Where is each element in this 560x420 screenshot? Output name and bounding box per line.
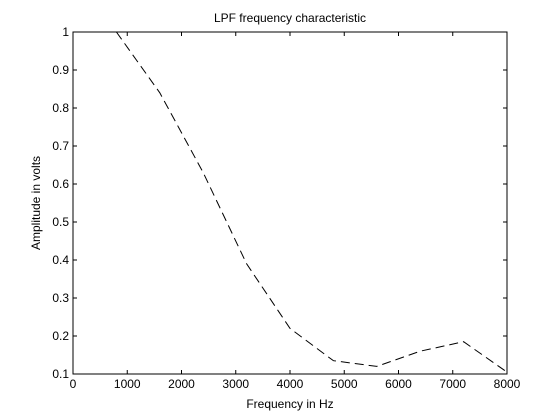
- x-tick-label: 8000: [494, 377, 521, 391]
- y-tick-label: 0.8: [52, 101, 69, 115]
- x-tick-label: 1000: [114, 377, 141, 391]
- x-tick-label: 3000: [222, 377, 249, 391]
- y-tick-label: 0.1: [52, 367, 69, 381]
- x-tick-label: 0: [70, 377, 77, 391]
- y-tick-label: 1: [62, 25, 69, 39]
- series-line: [115, 31, 508, 373]
- y-tick-label: 0.6: [52, 177, 69, 191]
- y-tick-label: 0.3: [52, 291, 69, 305]
- y-axis-label: Amplitude in volts: [29, 156, 43, 250]
- x-tick-label: 7000: [439, 377, 466, 391]
- x-tick-label: 5000: [331, 377, 358, 391]
- y-tick-label: 0.5: [52, 215, 69, 229]
- y-tick-label: 0.9: [52, 63, 69, 77]
- x-tick-label: 4000: [277, 377, 304, 391]
- y-tick-label: 0.2: [52, 329, 69, 343]
- y-tick-label: 0.7: [52, 139, 69, 153]
- chart-title: LPF frequency characteristic: [214, 11, 366, 25]
- plot-area: [72, 31, 508, 375]
- x-tick-label: 6000: [385, 377, 412, 391]
- y-tick-label: 0.4: [52, 253, 69, 267]
- x-axis-label: Frequency in Hz: [246, 397, 333, 411]
- x-tick-label: 2000: [168, 377, 195, 391]
